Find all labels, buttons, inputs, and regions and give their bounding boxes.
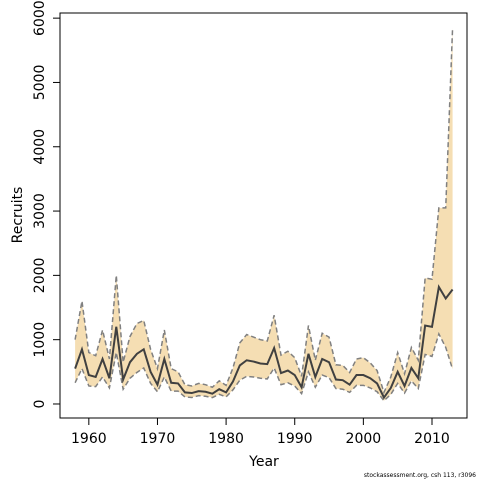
y-tick-label: 2000 [32,258,48,294]
y-tick-label: 3000 [32,193,48,229]
confidence-band [75,27,453,401]
plot-frame [59,12,468,419]
x-tick-label: 1980 [208,431,244,447]
y-tick-label: 4000 [32,129,48,165]
y-tick-label: 0 [32,400,48,409]
x-tick-label: 1960 [71,431,107,447]
y-axis-label: Recruits [10,187,26,244]
upper-bound [74,27,454,395]
y-tick-label: 5000 [32,65,48,101]
x-tick-label: 2010 [414,431,450,447]
y-tick-label: 6000 [32,0,48,36]
estimate-line [74,284,454,400]
y-tick-label: 1000 [32,322,48,358]
x-tick-label: 1990 [277,431,313,447]
x-tick-label: 2000 [346,431,382,447]
footnote: stockassessment.org, csh 113, r3096 [364,472,476,479]
x-tick-label: 1970 [140,431,176,447]
x-axis-label: Year [248,454,279,470]
lower-bound [74,331,454,402]
